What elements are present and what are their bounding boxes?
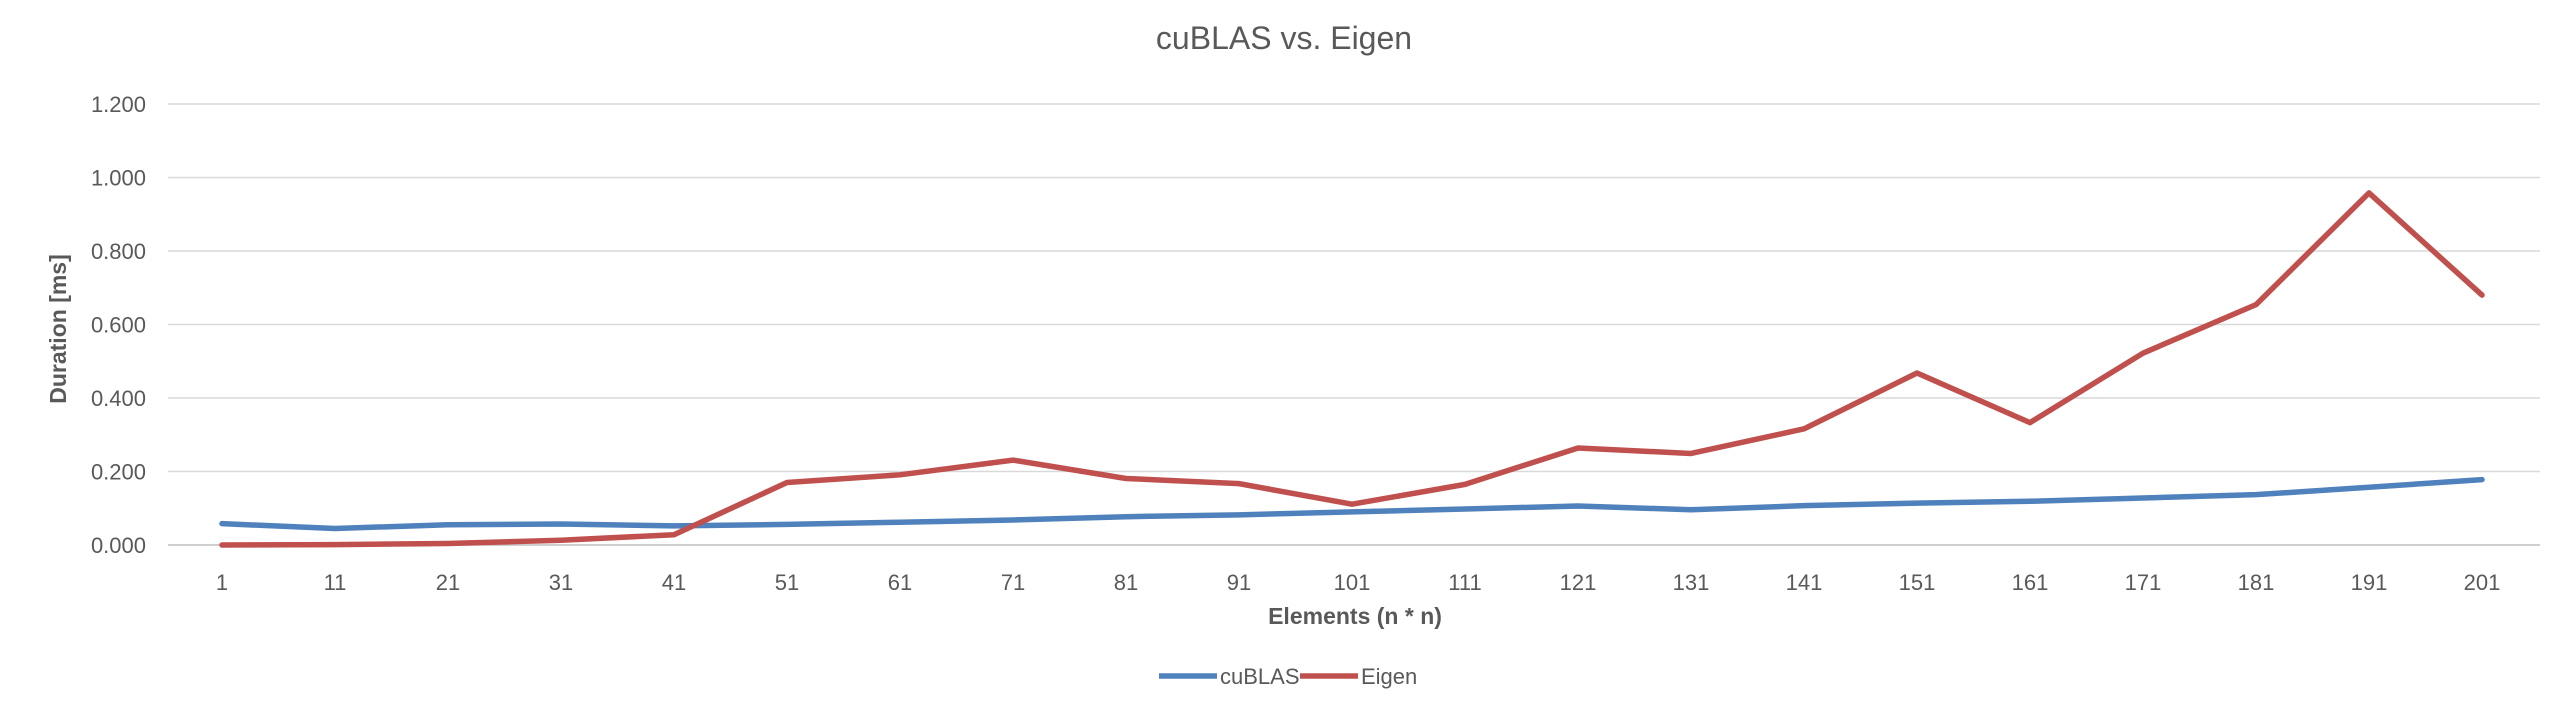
x-tick-label: 51	[775, 570, 799, 595]
data-point-eigen	[1350, 502, 1355, 507]
data-point-cublas	[446, 522, 451, 527]
data-point-eigen	[898, 472, 903, 477]
data-point-cublas	[1802, 503, 1807, 508]
data-point-eigen	[1576, 445, 1581, 450]
y-tick-label: 0.000	[91, 533, 146, 558]
legend-label: Eigen	[1361, 664, 1417, 689]
x-tick-label: 101	[1334, 570, 1371, 595]
data-point-eigen	[1124, 476, 1129, 481]
data-point-eigen	[2141, 351, 2146, 356]
data-point-cublas	[672, 523, 677, 528]
x-tick-label: 171	[2125, 570, 2162, 595]
data-point-cublas	[1011, 518, 1016, 523]
x-axis-ticks: 1 11 21 31 41 51 61 71 81 91 101 111 121 131 141 151 161…	[216, 570, 2500, 595]
data-point-cublas	[2480, 477, 2485, 482]
series-line-eigen	[219, 190, 2485, 548]
data-point-eigen	[2480, 293, 2485, 298]
legend-item-cublas: cuBLAS	[1159, 664, 1300, 689]
series-line-cublas	[219, 476, 2485, 532]
data-point-cublas	[898, 520, 903, 525]
data-point-eigen	[220, 543, 225, 548]
data-point-eigen	[1915, 371, 1920, 376]
x-tick-label: 121	[1560, 570, 1597, 595]
data-point-cublas	[2254, 492, 2259, 497]
data-point-cublas	[1463, 506, 1468, 511]
x-tick-label: 41	[662, 570, 686, 595]
x-axis-label: Elements (n * n)	[1268, 603, 1442, 629]
data-point-cublas	[1124, 514, 1129, 519]
data-point-eigen	[1237, 481, 1242, 486]
data-point-cublas	[1576, 504, 1581, 509]
data-point-eigen	[1011, 458, 1016, 463]
y-tick-label: 0.600	[91, 313, 146, 338]
x-tick-label: 61	[888, 570, 912, 595]
x-tick-label: 131	[1673, 570, 1710, 595]
series-lines	[219, 190, 2485, 548]
data-point-cublas	[220, 521, 225, 526]
data-point-eigen	[1463, 482, 1468, 487]
legend: cuBLAS Eigen	[1159, 664, 1417, 689]
x-tick-label: 181	[2238, 570, 2275, 595]
data-point-eigen	[2028, 420, 2033, 425]
legend-item-eigen: Eigen	[1300, 664, 1417, 689]
data-point-cublas	[1915, 501, 1920, 506]
data-point-eigen	[2367, 190, 2372, 195]
y-tick-label: 0.200	[91, 460, 146, 485]
data-point-cublas	[2367, 485, 2372, 490]
data-point-cublas	[2141, 495, 2146, 500]
x-tick-label: 201	[2464, 570, 2501, 595]
data-point-eigen	[672, 532, 677, 537]
x-tick-label: 161	[2012, 570, 2049, 595]
data-point-eigen	[333, 542, 338, 547]
x-tick-label: 111	[1448, 570, 1481, 595]
legend-label: cuBLAS	[1220, 664, 1300, 689]
data-point-cublas	[1237, 512, 1242, 517]
data-point-cublas	[785, 522, 790, 527]
x-tick-label: 31	[549, 570, 573, 595]
data-point-cublas	[1350, 509, 1355, 514]
data-point-cublas	[2028, 499, 2033, 504]
x-tick-label: 11	[324, 570, 347, 595]
x-tick-label: 21	[436, 570, 460, 595]
y-tick-label: 1.200	[91, 92, 146, 117]
y-axis-label: Duration [ms]	[45, 254, 71, 404]
x-tick-label: 1	[216, 570, 228, 595]
x-tick-label: 91	[1227, 570, 1251, 595]
x-tick-label: 81	[1114, 570, 1138, 595]
data-point-eigen	[1802, 426, 1807, 431]
x-tick-label: 71	[1001, 570, 1025, 595]
x-tick-label: 151	[1899, 570, 1936, 595]
data-point-eigen	[559, 538, 564, 543]
data-point-eigen	[785, 480, 790, 485]
y-tick-label: 1.000	[91, 166, 146, 191]
data-point-eigen	[446, 541, 451, 546]
x-tick-label: 191	[2351, 570, 2388, 595]
y-axis-ticks: 0.000 0.200 0.400 0.600 0.800 1.000 1.200	[91, 92, 146, 558]
x-tick-label: 141	[1786, 570, 1823, 595]
data-point-cublas	[559, 522, 564, 527]
y-tick-label: 0.400	[91, 386, 146, 411]
chart-title: cuBLAS vs. Eigen	[1156, 20, 1412, 56]
data-point-eigen	[1689, 451, 1694, 456]
data-point-cublas	[333, 526, 338, 531]
data-point-eigen	[2254, 302, 2259, 307]
data-point-cublas	[1689, 507, 1694, 512]
gridlines	[168, 103, 2540, 546]
y-tick-label: 0.800	[91, 239, 146, 264]
